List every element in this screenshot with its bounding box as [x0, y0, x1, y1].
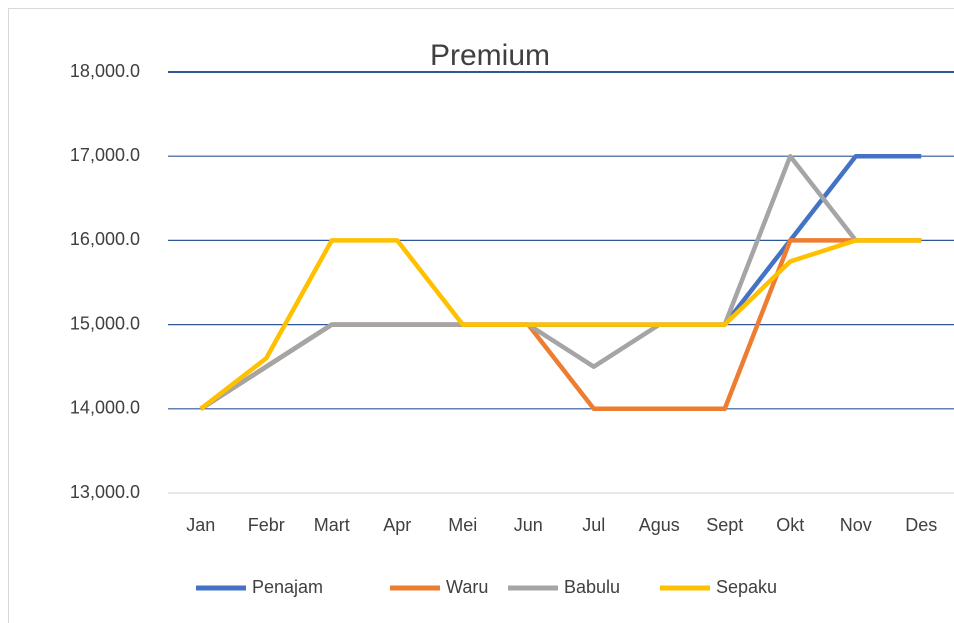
y-tick-label: 16,000.0: [70, 229, 140, 249]
y-tick-label: 17,000.0: [70, 145, 140, 165]
x-tick-label: Jun: [514, 515, 543, 535]
x-tick-label: Jul: [582, 515, 605, 535]
chart-title: Premium: [430, 39, 550, 72]
x-tick-label: Sept: [706, 515, 743, 535]
legend-label: Babulu: [564, 577, 620, 597]
y-tick-label: 18,000.0: [70, 61, 140, 81]
y-tick-label: 14,000.0: [70, 398, 140, 418]
x-tick-label: Agus: [639, 515, 680, 535]
x-tick-label: Okt: [776, 515, 804, 535]
x-tick-label: Febr: [248, 515, 285, 535]
x-tick-label: Mei: [448, 515, 477, 535]
legend-label: Penajam: [252, 577, 323, 597]
chart-frame: [8, 8, 954, 623]
series-line: [199, 238, 922, 411]
x-tick-label: Mart: [314, 515, 350, 535]
y-tick-label: 13,000.0: [70, 482, 140, 502]
x-tick-label: Apr: [383, 515, 411, 535]
x-tick-label: Nov: [840, 515, 872, 535]
series-line: [199, 153, 922, 411]
legend-label: Sepaku: [716, 577, 777, 597]
y-tick-label: 15,000.0: [70, 313, 140, 333]
legend-label: Waru: [446, 577, 488, 597]
x-tick-label: Des: [905, 515, 937, 535]
x-tick-label: Jan: [186, 515, 215, 535]
